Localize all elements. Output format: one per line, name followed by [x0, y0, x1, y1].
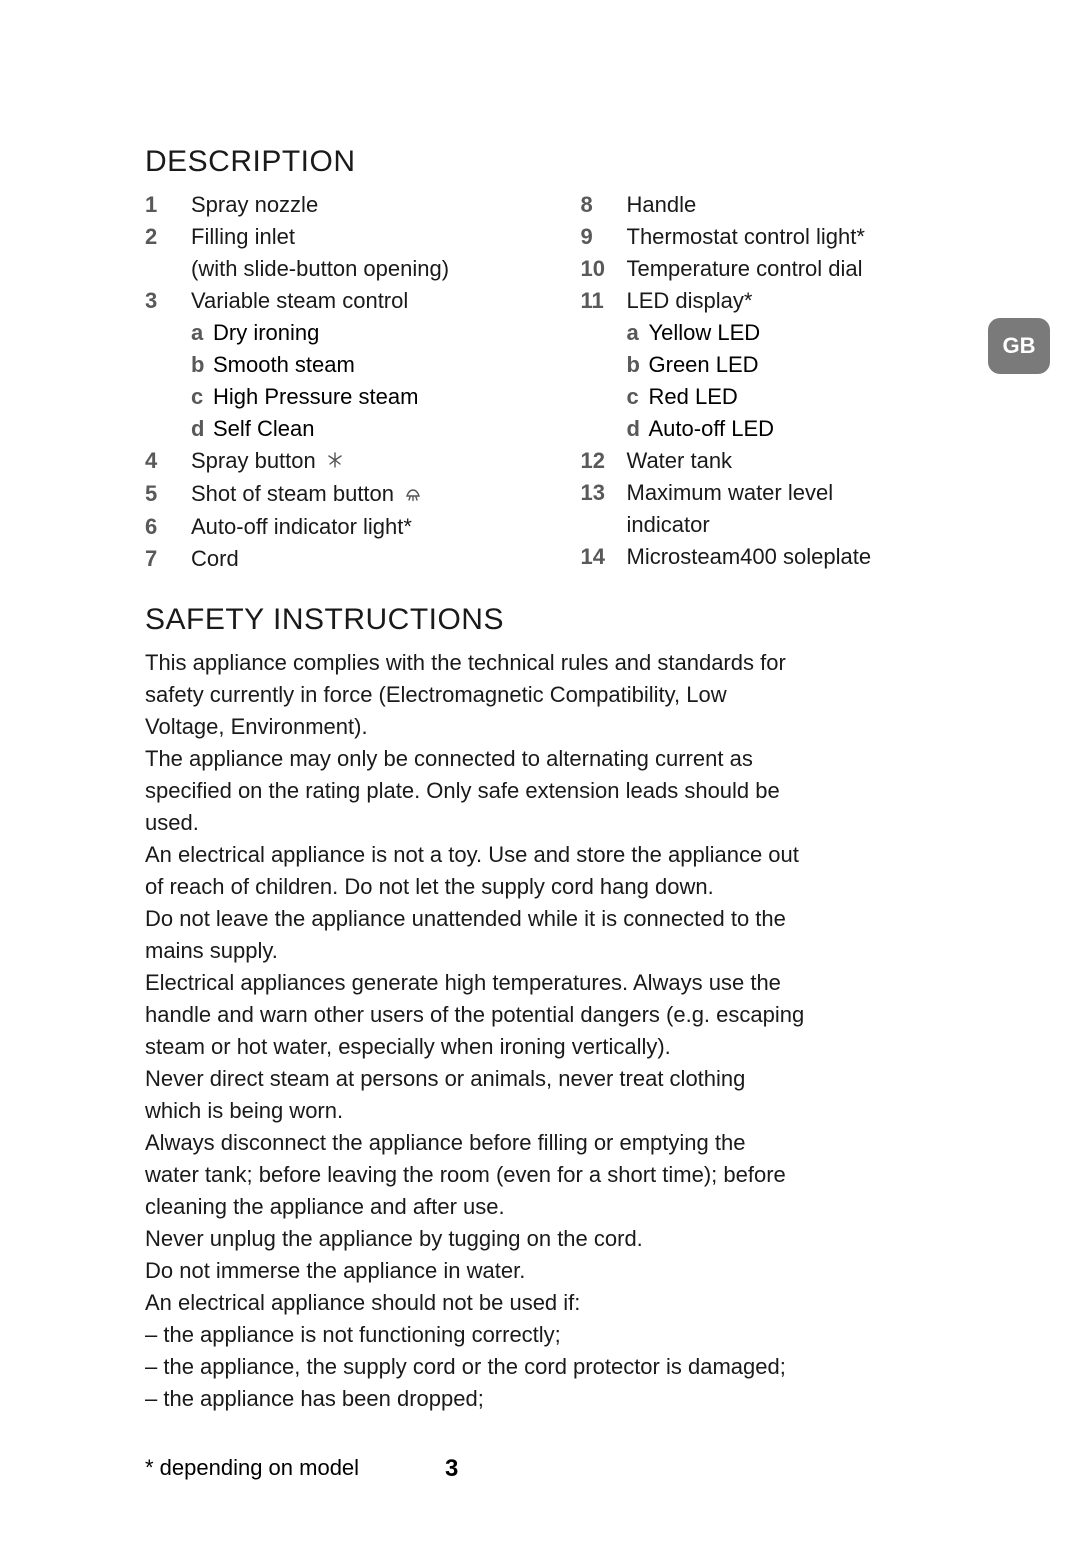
- description-heading: DESCRIPTION: [145, 145, 980, 179]
- sub-item: dAuto-off LED: [581, 413, 981, 445]
- item-number: 12: [581, 445, 627, 477]
- safety-paragraph: Never unplug the appliance by tugging on…: [145, 1223, 805, 1255]
- description-item: 12Water tank: [581, 445, 981, 477]
- description-left-column: 1Spray nozzle2Filling inlet(with slide-b…: [145, 189, 545, 575]
- safety-paragraph: – the appliance has been dropped;: [145, 1383, 805, 1415]
- sub-letter: a: [627, 317, 649, 349]
- item-number: 13: [581, 477, 627, 509]
- item-text: Maximum water level: [627, 477, 981, 509]
- model-footnote: * depending on model: [145, 1455, 359, 1481]
- safety-paragraph: – the appliance, the supply cord or the …: [145, 1351, 805, 1383]
- steam-icon: [404, 479, 422, 511]
- description-item: 8Handle: [581, 189, 981, 221]
- sub-text: Dry ironing: [213, 317, 319, 349]
- safety-paragraph: – the appliance is not functioning corre…: [145, 1319, 805, 1351]
- sub-item: aYellow LED: [581, 317, 981, 349]
- description-columns: 1Spray nozzle2Filling inlet(with slide-b…: [145, 189, 980, 575]
- sub-text: Smooth steam: [213, 349, 355, 381]
- item-text: LED display*: [627, 285, 981, 317]
- item-number: 14: [581, 541, 627, 573]
- item-number: 9: [581, 221, 627, 253]
- sub-text: Yellow LED: [649, 317, 761, 349]
- description-item: 6Auto-off indicator light*: [145, 511, 545, 543]
- sub-item: aDry ironing: [145, 317, 545, 349]
- item-text: Handle: [627, 189, 981, 221]
- item-text: Cord: [191, 543, 545, 575]
- safety-paragraph: Do not leave the appliance unattended wh…: [145, 903, 805, 967]
- sub-text: Self Clean: [213, 413, 315, 445]
- sub-letter: d: [191, 413, 213, 445]
- sub-item: cHigh Pressure steam: [145, 381, 545, 413]
- item-number: 8: [581, 189, 627, 221]
- description-item: 5Shot of steam button: [145, 478, 545, 511]
- sub-item: cRed LED: [581, 381, 981, 413]
- manual-page: GB DESCRIPTION 1Spray nozzle2Filling inl…: [0, 0, 1080, 1541]
- sub-item: bSmooth steam: [145, 349, 545, 381]
- item-number: 11: [581, 285, 627, 317]
- description-item: 10Temperature control dial: [581, 253, 981, 285]
- sub-text: Red LED: [649, 381, 738, 413]
- item-text: Auto-off indicator light*: [191, 511, 545, 543]
- item-text: Shot of steam button: [191, 478, 545, 511]
- safety-paragraph: Electrical appliances generate high temp…: [145, 967, 805, 1063]
- safety-paragraph: Never direct steam at persons or animals…: [145, 1063, 805, 1127]
- item-text: Microsteam400 soleplate: [627, 541, 981, 573]
- item-number: 2: [145, 221, 191, 253]
- sub-letter: c: [191, 381, 213, 413]
- sub-letter: c: [627, 381, 649, 413]
- item-extra-line: (with slide-button opening): [145, 253, 545, 285]
- item-number: 10: [581, 253, 627, 285]
- item-text: Spray nozzle: [191, 189, 545, 221]
- safety-paragraph: This appliance complies with the technic…: [145, 647, 805, 743]
- item-number: 7: [145, 543, 191, 575]
- description-item: 14Microsteam400 soleplate: [581, 541, 981, 573]
- page-number: 3: [445, 1455, 458, 1483]
- sub-text: Green LED: [649, 349, 759, 381]
- description-item: 9Thermostat control light*: [581, 221, 981, 253]
- sub-item: bGreen LED: [581, 349, 981, 381]
- description-right-column: 8Handle9Thermostat control light*10Tempe…: [581, 189, 981, 575]
- safety-paragraph: An electrical appliance is not a toy. Us…: [145, 839, 805, 903]
- item-text: Spray button: [191, 445, 545, 478]
- safety-paragraph: The appliance may only be connected to a…: [145, 743, 805, 839]
- item-extra-line: indicator: [581, 509, 981, 541]
- language-tab: GB: [988, 318, 1050, 374]
- item-text: Water tank: [627, 445, 981, 477]
- item-text: Temperature control dial: [627, 253, 981, 285]
- item-text: Thermostat control light*: [627, 221, 981, 253]
- sub-letter: b: [191, 349, 213, 381]
- description-item: 4Spray button: [145, 445, 545, 478]
- safety-heading: SAFETY INSTRUCTIONS: [145, 603, 980, 637]
- safety-paragraph: Always disconnect the appliance before f…: [145, 1127, 805, 1223]
- item-number: 3: [145, 285, 191, 317]
- item-number: 1: [145, 189, 191, 221]
- sub-text: Auto-off LED: [649, 413, 775, 445]
- description-item: 1Spray nozzle: [145, 189, 545, 221]
- item-text: Filling inlet: [191, 221, 545, 253]
- spray-icon: [326, 446, 344, 478]
- safety-paragraph: An electrical appliance should not be us…: [145, 1287, 805, 1319]
- sub-letter: d: [627, 413, 649, 445]
- safety-paragraph: Do not immerse the appliance in water.: [145, 1255, 805, 1287]
- item-number: 5: [145, 478, 191, 510]
- description-item: 3Variable steam control: [145, 285, 545, 317]
- sub-item: dSelf Clean: [145, 413, 545, 445]
- description-item: 11LED display*: [581, 285, 981, 317]
- sub-letter: a: [191, 317, 213, 349]
- description-item: 13Maximum water level: [581, 477, 981, 509]
- sub-text: High Pressure steam: [213, 381, 418, 413]
- item-number: 6: [145, 511, 191, 543]
- item-text: Variable steam control: [191, 285, 545, 317]
- description-item: 7Cord: [145, 543, 545, 575]
- safety-body: This appliance complies with the technic…: [145, 647, 980, 1415]
- sub-letter: b: [627, 349, 649, 381]
- description-item: 2Filling inlet: [145, 221, 545, 253]
- page-footer: * depending on model 3: [145, 1455, 805, 1481]
- item-number: 4: [145, 445, 191, 477]
